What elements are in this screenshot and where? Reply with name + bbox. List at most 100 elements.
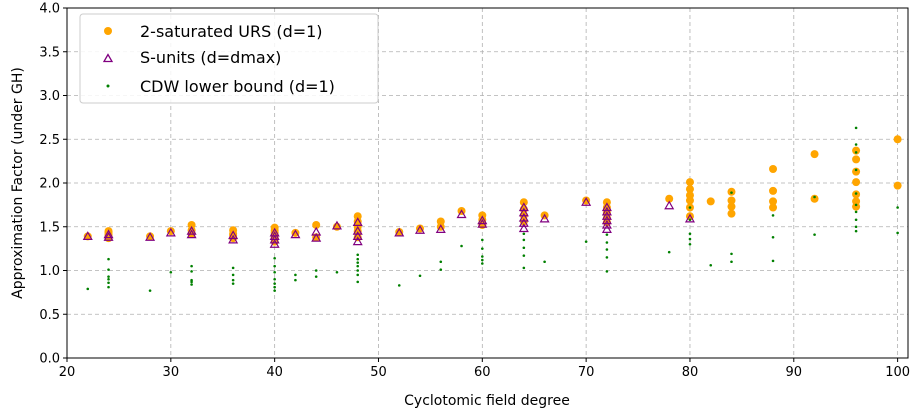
point-cdw [315, 269, 318, 272]
point-cdw [190, 270, 193, 273]
point-cdw [356, 281, 359, 284]
x-tick-label: 40 [266, 365, 283, 380]
point-cdw [481, 239, 484, 242]
point-cdw [689, 243, 692, 246]
point-urs [727, 197, 735, 205]
point-cdw [439, 260, 442, 263]
legend-marker-cdw [107, 85, 110, 88]
point-urs [894, 135, 902, 143]
point-cdw [294, 274, 297, 277]
point-cdw [460, 245, 463, 248]
point-cdw [232, 274, 235, 277]
point-cdw [190, 279, 193, 282]
point-cdw [336, 271, 339, 274]
point-cdw [606, 256, 609, 259]
point-urs [686, 185, 694, 193]
point-cdw [398, 284, 401, 287]
point-urs [603, 198, 611, 206]
point-cdw [855, 211, 858, 214]
point-cdw [273, 265, 276, 268]
point-cdw [855, 204, 858, 207]
point-cdw [356, 261, 359, 264]
legend: 2-saturated URS (d=1) S-units (d=dmax) C… [80, 14, 378, 103]
point-cdw [232, 282, 235, 285]
point-cdw [689, 206, 692, 209]
point-urs [727, 210, 735, 218]
point-cdw [294, 279, 297, 282]
point-cdw [855, 143, 858, 146]
point-cdw [356, 265, 359, 268]
point-cdw [606, 233, 609, 236]
point-cdw [356, 253, 359, 256]
x-tick-label: 20 [59, 365, 76, 380]
point-sunits [520, 225, 528, 232]
point-cdw [606, 248, 609, 251]
x-tick-label: 70 [578, 365, 595, 380]
point-cdw [481, 255, 484, 258]
point-cdw [523, 246, 526, 249]
point-sunits [665, 202, 673, 209]
data-points [84, 127, 902, 292]
point-cdw [668, 251, 671, 254]
point-urs [769, 197, 777, 205]
point-cdw [107, 278, 110, 281]
point-cdw [772, 214, 775, 217]
point-urs [271, 224, 279, 232]
point-urs [769, 165, 777, 173]
point-urs [852, 155, 860, 163]
point-cdw [107, 268, 110, 271]
point-cdw [273, 257, 276, 260]
y-tick-label: 4.0 [39, 2, 60, 17]
x-tick-label: 80 [682, 365, 699, 380]
x-tick-label: 30 [163, 365, 180, 380]
y-tick-label: 2.5 [39, 133, 60, 148]
point-cdw [523, 232, 526, 235]
point-cdw [689, 218, 692, 221]
point-cdw [419, 274, 422, 277]
point-cdw [107, 275, 110, 278]
point-urs [769, 187, 777, 195]
point-cdw [190, 265, 193, 268]
y-tick-label: 1.5 [39, 220, 60, 235]
point-cdw [523, 267, 526, 270]
point-cdw [273, 286, 276, 289]
point-cdw [855, 225, 858, 228]
point-cdw [523, 239, 526, 242]
x-tick-label: 50 [370, 365, 387, 380]
point-urs [229, 226, 237, 234]
legend-label-cdw: CDW lower bound (d=1) [140, 77, 335, 96]
y-axis-label: Approximation Factor (under GH) [10, 67, 26, 299]
point-urs [520, 198, 528, 206]
legend-label-urs: 2-saturated URS (d=1) [140, 22, 323, 41]
y-tick-label: 2.0 [39, 177, 60, 192]
point-cdw [273, 289, 276, 292]
point-cdw [315, 275, 318, 278]
point-cdw [356, 258, 359, 261]
point-cdw [481, 259, 484, 262]
y-tick-label: 1.0 [39, 264, 60, 279]
point-cdw [273, 282, 276, 285]
y-tick-label: 3.0 [39, 89, 60, 104]
point-urs [478, 211, 486, 219]
point-cdw [855, 127, 858, 130]
y-tick-label: 3.5 [39, 45, 60, 60]
point-urs [894, 182, 902, 190]
point-cdw [439, 268, 442, 271]
point-cdw [606, 241, 609, 244]
point-cdw [855, 192, 858, 195]
point-cdw [606, 270, 609, 273]
point-cdw [730, 260, 733, 263]
x-tick-label: 90 [786, 365, 803, 380]
point-urs [686, 178, 694, 186]
point-cdw [772, 260, 775, 263]
point-cdw [481, 247, 484, 250]
point-cdw [813, 196, 816, 199]
point-cdw [689, 232, 692, 235]
point-urs [811, 150, 819, 158]
point-cdw [855, 218, 858, 221]
y-tick-label: 0.5 [39, 308, 60, 323]
point-cdw [896, 232, 899, 235]
point-cdw [730, 191, 733, 194]
point-cdw [149, 289, 152, 292]
point-cdw [170, 271, 173, 274]
